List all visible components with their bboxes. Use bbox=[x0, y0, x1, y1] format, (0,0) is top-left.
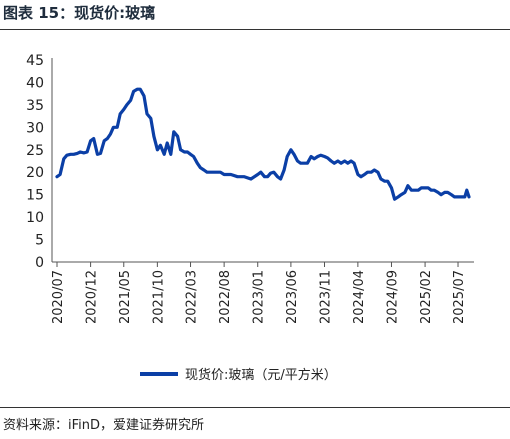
y-tick-label: 20 bbox=[26, 165, 44, 181]
x-tick-label: 2021/10 bbox=[151, 270, 166, 324]
x-tick-label: 2024/09 bbox=[385, 270, 400, 324]
series-line bbox=[55, 87, 471, 201]
x-tick-label: 2021/05 bbox=[118, 270, 133, 324]
legend-label: 现货价:玻璃（元/平方米） bbox=[185, 367, 337, 383]
x-tick-label: 2025/07 bbox=[452, 270, 467, 324]
x-axis: 2020/07 2020/12 2021/05 2021/10 2022/03 2022/… bbox=[51, 261, 474, 324]
source-note: 资料来源：iFinD，爱建证券研究所 bbox=[3, 418, 205, 433]
y-tick-label: 25 bbox=[26, 143, 44, 159]
x-tick-label: 2020/07 bbox=[51, 270, 66, 324]
line-chart: 0 5 10 15 20 25 30 35 40 45 2020/07 2020/12 2021/05… bbox=[26, 53, 474, 383]
y-tick-label: 10 bbox=[26, 210, 44, 226]
x-tick-label: 2023/11 bbox=[318, 270, 333, 324]
x-tick-label: 2022/03 bbox=[185, 270, 200, 324]
y-tick-label: 40 bbox=[26, 75, 44, 91]
legend: 现货价:玻璃（元/平方米） bbox=[140, 367, 337, 383]
y-tick-label: 45 bbox=[26, 53, 44, 69]
series-layer bbox=[55, 87, 471, 201]
top-rule bbox=[0, 29, 510, 30]
x-tick-label: 2022/08 bbox=[218, 270, 233, 324]
y-tick-label: 0 bbox=[35, 255, 44, 271]
x-tick-label: 2024/04 bbox=[352, 270, 367, 324]
y-tick-label: 15 bbox=[26, 188, 44, 204]
y-tick-label: 35 bbox=[26, 98, 44, 114]
x-tick-label: 2023/06 bbox=[285, 270, 300, 324]
x-tick-label: 2023/01 bbox=[252, 270, 267, 324]
y-tick-label: 30 bbox=[26, 120, 44, 136]
bottom-rule bbox=[0, 407, 510, 408]
y-axis: 0 5 10 15 20 25 30 35 40 45 bbox=[26, 53, 53, 271]
y-tick-label: 5 bbox=[35, 233, 44, 249]
x-tick-label: 2025/02 bbox=[419, 270, 434, 324]
x-tick-label: 2020/12 bbox=[85, 270, 100, 324]
figure-title: 图表 15：现货价:玻璃 bbox=[3, 4, 156, 22]
